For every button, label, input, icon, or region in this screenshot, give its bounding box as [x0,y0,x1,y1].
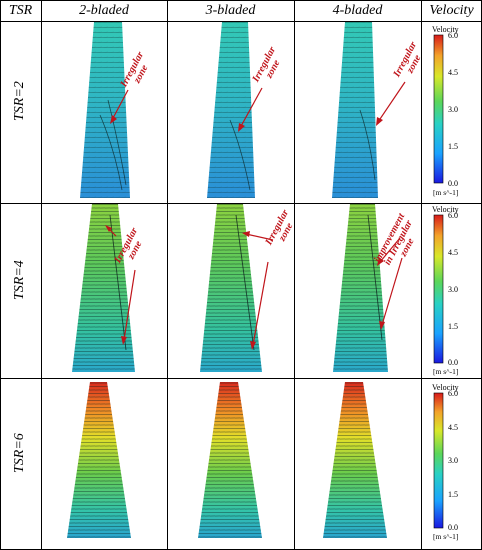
blade-4bladed-tsr6 [323,382,387,538]
row-label-tsr2: TSR=2 [12,81,27,121]
colorbar-units: [m s^-1] [433,188,459,197]
colorbar-row-1 [433,34,444,184]
colorbar-tick: 6.0 [448,389,458,398]
blade-3bladed-tsr6 [198,382,262,538]
colorbar-title: Velocity [432,25,459,34]
colorbar-tick: 6.0 [448,31,458,40]
header-2-bladed: 2-bladed [79,3,129,18]
colorbar-tick: 0.0 [448,179,458,188]
colorbar-tick: 1.5 [448,322,458,331]
row-label-tsr4: TSR=4 [12,260,27,300]
colorbar-tick: 4.5 [448,248,458,257]
header-tsr: TSR [8,3,33,18]
colorbar-tick: 3.0 [448,105,458,114]
blade-3bladed-tsr4 [200,204,262,372]
row-label-tsr6: TSR=6 [12,433,27,473]
colorbar-row-2 [433,214,444,364]
colorbar-tick: 1.5 [448,142,458,151]
header-4-bladed: 4-bladed [332,3,383,18]
colorbar-tick: 0.0 [448,523,458,532]
colorbar-tick: 1.5 [448,490,458,499]
header-3-bladed: 3-bladed [205,3,256,18]
blade-2bladed-tsr4 [72,204,135,372]
colorbar-tick: 3.0 [448,456,458,465]
colorbar-units: [m s^-1] [433,367,459,376]
blade-4bladed-tsr4 [333,204,388,372]
colorbar-tick: 0.0 [448,358,458,367]
colorbar-tick: 6.0 [448,211,458,220]
header-velocity: Velocity [429,3,474,18]
colorbar-title: Velocity [432,383,459,392]
colorbar-row-3 [433,392,444,529]
colorbar-tick: 4.5 [448,68,458,77]
colorbar-units: [m s^-1] [433,532,459,541]
blade-2bladed-tsr6 [67,382,131,538]
colorbar-title: Velocity [432,205,459,214]
annotation-arrows [105,81,406,350]
colorbar-tick: 3.0 [448,285,458,294]
blade-2bladed-tsr2 [80,22,130,198]
blade-4bladed-tsr2 [332,22,378,198]
blade-3bladed-tsr2 [207,22,255,198]
colorbar-tick: 4.5 [448,423,458,432]
